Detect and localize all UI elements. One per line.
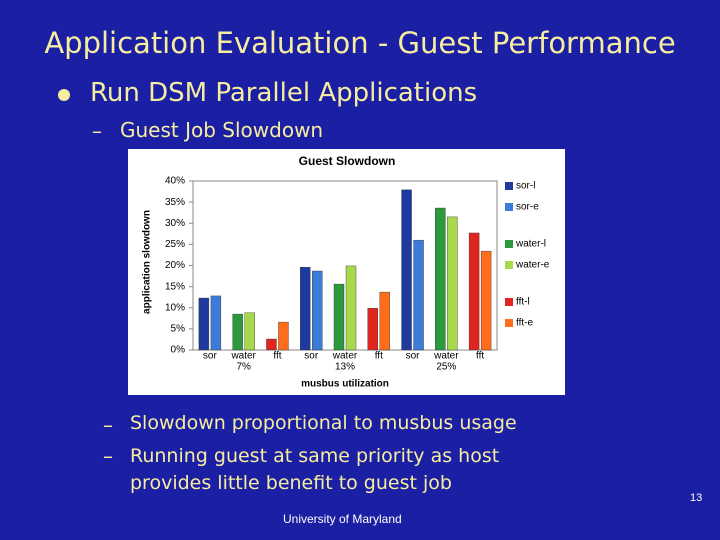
legend-label: water-e bbox=[515, 260, 550, 271]
x-tick-label: fft bbox=[476, 351, 484, 362]
bar bbox=[447, 216, 458, 351]
bar bbox=[198, 297, 210, 351]
bar bbox=[468, 232, 480, 351]
point: Slowdown proportional to musbus usage bbox=[130, 412, 517, 434]
bar bbox=[379, 291, 390, 351]
bar bbox=[480, 250, 492, 351]
page-number: 13 bbox=[690, 492, 703, 504]
y-tick-label: 20% bbox=[165, 260, 185, 271]
bar bbox=[333, 283, 345, 351]
legend-label: fft-e bbox=[516, 318, 533, 329]
x-tick-label: sor bbox=[406, 351, 421, 362]
y-tick-label: 40% bbox=[165, 176, 185, 187]
dash: – bbox=[103, 444, 113, 468]
x-tick-label: water bbox=[433, 351, 459, 362]
bar bbox=[244, 312, 255, 351]
plot-area bbox=[192, 180, 498, 351]
x-tick-label: sor bbox=[304, 351, 319, 362]
legend-swatch bbox=[505, 182, 513, 190]
sub-bullet: Guest Job Slowdown bbox=[120, 118, 324, 142]
x-tick-label: water bbox=[230, 351, 256, 362]
bar bbox=[345, 265, 357, 351]
legend-label: sor-e bbox=[516, 202, 539, 213]
bar bbox=[413, 239, 424, 351]
x-axis-label: musbus utilization bbox=[301, 379, 389, 390]
x-group-label: 7% bbox=[236, 362, 251, 373]
y-tick-label: 15% bbox=[165, 281, 185, 292]
legend-label: fft-l bbox=[516, 297, 530, 308]
x-tick-label: sor bbox=[203, 351, 218, 362]
bar bbox=[435, 207, 446, 351]
bar bbox=[266, 338, 277, 351]
chart-title: Guest Slowdown bbox=[299, 154, 396, 168]
dash: – bbox=[92, 119, 102, 143]
y-tick-label: 30% bbox=[165, 218, 185, 229]
bar bbox=[401, 189, 412, 351]
legend-label: sor-l bbox=[516, 181, 535, 192]
bar bbox=[300, 266, 311, 351]
x-tick-label: fft bbox=[273, 351, 281, 362]
bar bbox=[232, 313, 243, 351]
y-tick-label: 35% bbox=[165, 197, 185, 208]
y-tick-label: 25% bbox=[165, 239, 185, 250]
footer: University of Maryland bbox=[283, 512, 402, 526]
point: Running guest at same priority as host p… bbox=[130, 445, 500, 494]
x-group-label: 25% bbox=[436, 362, 456, 373]
y-tick-label: 0% bbox=[171, 345, 186, 356]
y-axis-label: application slowdown bbox=[142, 210, 153, 314]
bar bbox=[210, 295, 222, 351]
legend-swatch bbox=[505, 240, 513, 248]
dash: – bbox=[103, 413, 113, 437]
legend-swatch bbox=[505, 298, 513, 306]
bullet-dot bbox=[58, 89, 70, 101]
legend-swatch bbox=[505, 319, 513, 327]
bar bbox=[312, 270, 323, 351]
bullet: Run DSM Parallel Applications bbox=[90, 78, 478, 108]
legend-swatch bbox=[505, 203, 513, 211]
x-tick-label: water bbox=[332, 351, 358, 362]
slide-title: Application Evaluation - Guest Performan… bbox=[44, 26, 676, 60]
legend-swatch bbox=[505, 261, 513, 269]
y-tick-label: 10% bbox=[165, 302, 185, 313]
y-tick-label: 5% bbox=[171, 324, 186, 335]
legend-label: water-l bbox=[515, 239, 546, 250]
x-group-label: 13% bbox=[335, 362, 355, 373]
x-tick-label: fft bbox=[375, 351, 383, 362]
bar bbox=[367, 307, 378, 351]
bar bbox=[278, 321, 289, 351]
